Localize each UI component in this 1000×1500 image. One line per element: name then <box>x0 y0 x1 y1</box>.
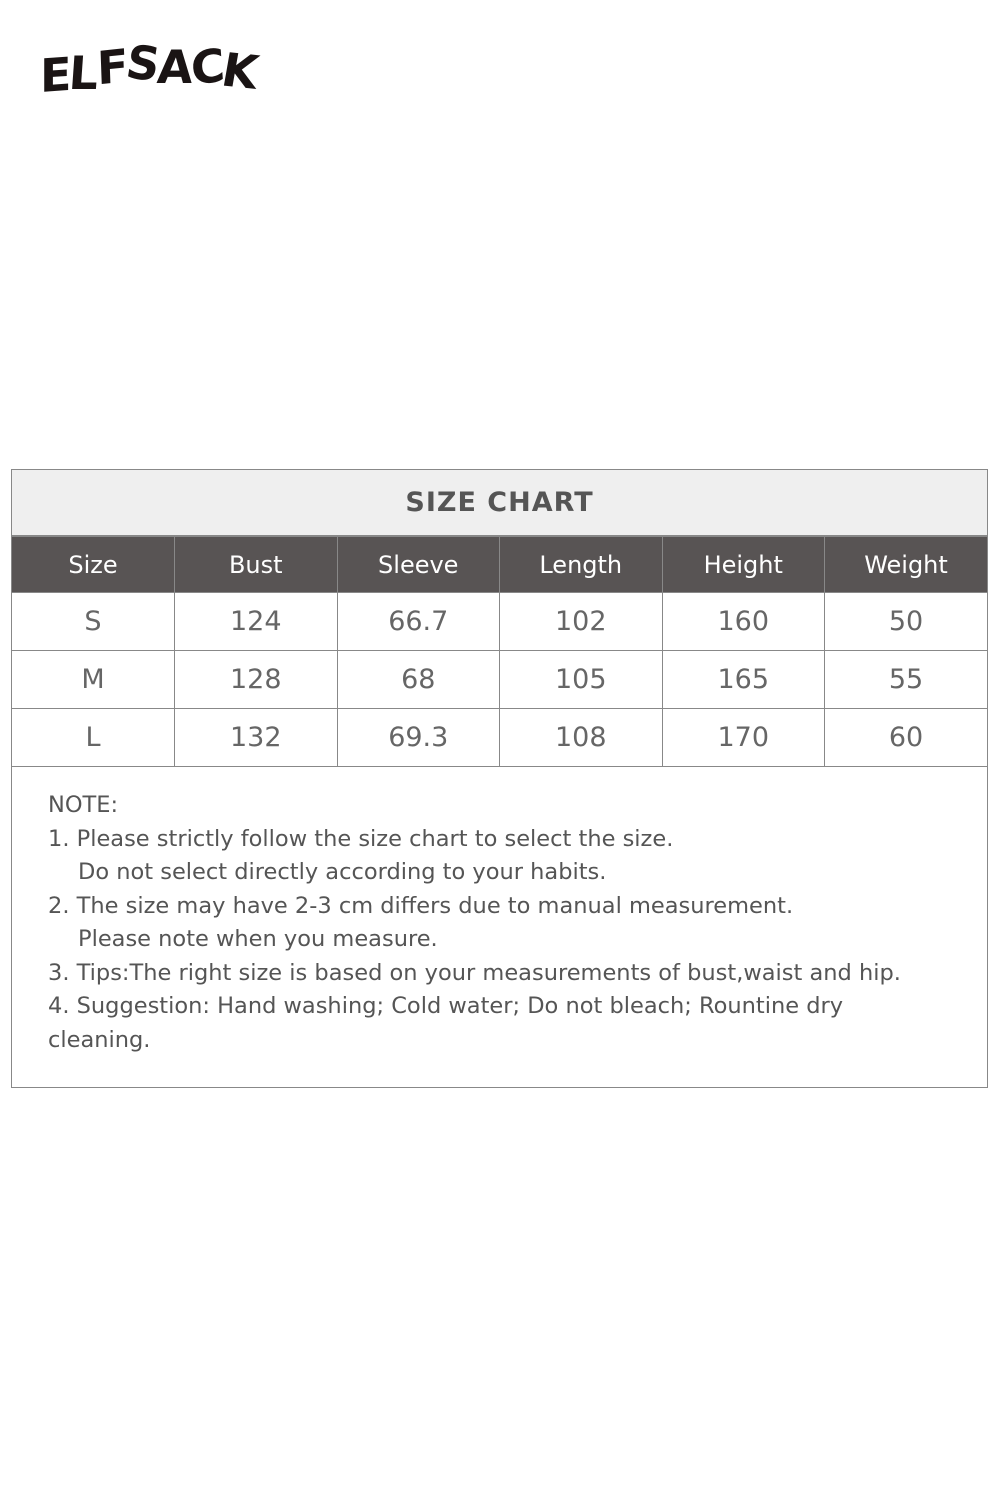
column-header: Length <box>499 536 663 593</box>
column-header: Sleeve <box>336 536 500 593</box>
table-row: L 132 69.3 108 170 60 <box>12 708 987 767</box>
note-line: 2. The size may have 2-3 cm differs due … <box>48 892 794 919</box>
table-cell: 102 <box>499 592 663 651</box>
column-header: Height <box>661 536 825 593</box>
note-line: 1. Please strictly follow the size chart… <box>48 825 674 852</box>
size-table: Size Bust Sleeve Length Height Weight S 124 66.… <box>12 536 987 767</box>
column-header: Weight <box>824 536 987 593</box>
table-header-row: Size Bust Sleeve Length Height Weight <box>12 536 987 593</box>
table-cell: 68 <box>336 650 500 709</box>
table-cell: 160 <box>661 592 825 651</box>
table-row: M 128 68 105 165 55 <box>12 650 987 709</box>
table-cell: 124 <box>174 592 338 651</box>
size-chart-title: SIZE CHART <box>12 470 987 536</box>
table-cell: L <box>12 708 175 767</box>
note-line: Please note when you measure. <box>78 926 438 952</box>
table-cell: 66.7 <box>336 592 500 651</box>
notes-heading: NOTE: <box>48 792 119 818</box>
note-line: Do not select directly according to your… <box>78 859 607 885</box>
table-cell: 132 <box>174 708 338 767</box>
column-header: Size <box>12 536 175 593</box>
table-cell: 55 <box>824 650 987 709</box>
note-line: 3. Tips:The right size is based on your … <box>48 959 901 986</box>
column-header: Bust <box>174 536 338 593</box>
size-chart: SIZE CHART Size Bust Sleeve Length Height Wei… <box>11 469 988 1088</box>
note-line: 4. Suggestion: Hand washing; Cold water;… <box>48 993 844 1053</box>
table-cell: 105 <box>499 650 663 709</box>
table-cell: S <box>12 592 175 651</box>
table-cell: 170 <box>661 708 825 767</box>
notes-section: NOTE: 1. Please strictly follow the size… <box>12 767 987 1087</box>
table-cell: 69.3 <box>336 708 500 767</box>
table-row: S 124 66.7 102 160 50 <box>12 592 987 651</box>
brand-logo: ELFSACK <box>39 34 261 103</box>
table-cell: 50 <box>824 592 987 651</box>
table-cell: 165 <box>661 650 825 709</box>
table-cell: 108 <box>499 708 663 767</box>
table-cell: 60 <box>824 708 987 767</box>
table-cell: M <box>12 650 175 709</box>
table-cell: 128 <box>174 650 338 709</box>
